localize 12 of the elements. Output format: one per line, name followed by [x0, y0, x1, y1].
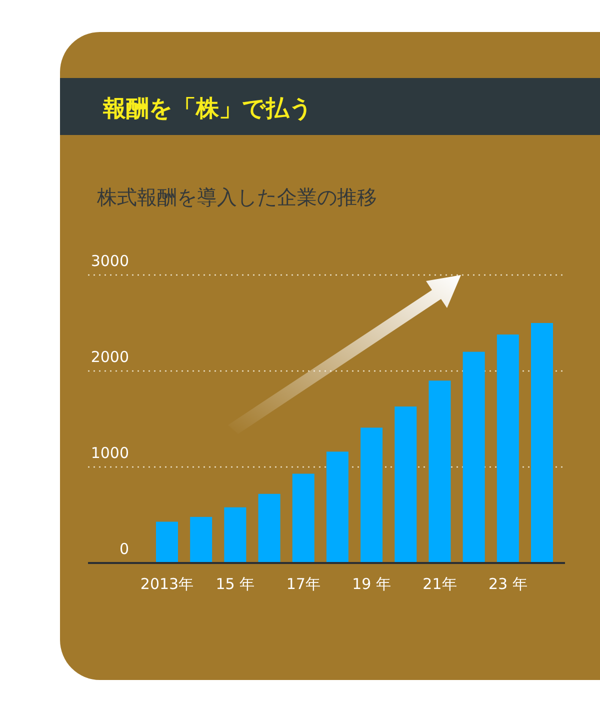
x-tick-label: 19 年 [352, 575, 391, 593]
y-tick-label: 0 [119, 540, 129, 558]
x-tick-label: 21年 [422, 575, 457, 593]
y-tick-label: 2000 [90, 348, 129, 366]
chart-title: 報酬を「株」で払う [102, 96, 313, 122]
y-tick-label: 3000 [90, 252, 129, 270]
chart-subtitle: 株式報酬を導入した企業の推移 [96, 185, 377, 209]
x-tick-label: 15 年 [216, 575, 255, 593]
x-tick-label: 23 年 [488, 575, 528, 593]
x-tick-label: 17年 [286, 575, 320, 593]
y-tick-label: 1000 [90, 444, 129, 462]
x-tick-label: 2013年 [140, 575, 194, 593]
